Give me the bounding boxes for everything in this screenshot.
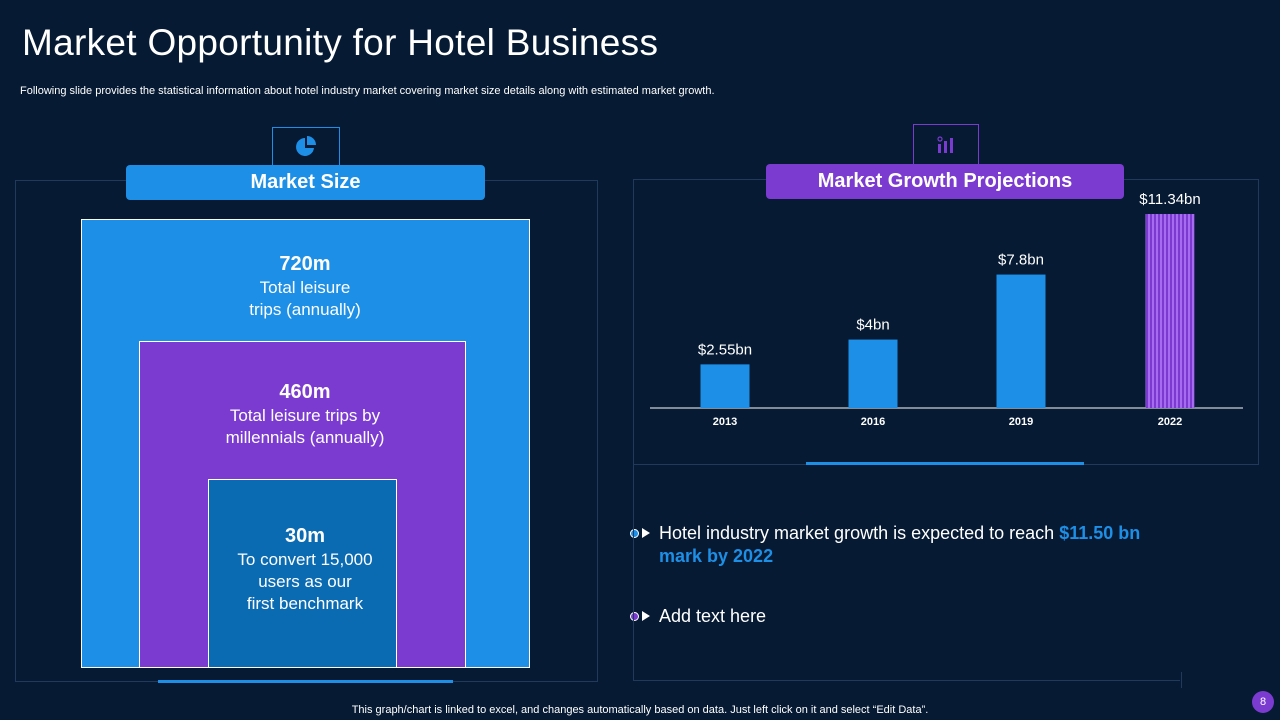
bullet-1-highlight: $11.50 bn mark by 2022 — [659, 523, 1141, 566]
bar-2019 — [996, 274, 1046, 408]
page-number: 8 — [1252, 691, 1274, 713]
bullet-1: Hotel industry market growth is expected… — [630, 522, 1150, 568]
outer-box-label-line2: trips (annually) — [249, 300, 361, 319]
middle-box-label-line2: millennials (annually) — [225, 428, 385, 447]
outer-box-text: 720m Total leisure trips (annually) — [180, 251, 430, 321]
market-growth-chart: $2.55bn 2013 $4bn 2016 $7.8bn 2019 $11.34bn 202… — [650, 191, 1243, 428]
bullet-1-dot — [630, 529, 639, 538]
bar-2022 — [1145, 214, 1195, 408]
bar-2013 — [700, 364, 750, 408]
page-subtitle: Following slide provides the statistical… — [20, 85, 715, 97]
notes-panel-bottom-border — [633, 680, 1180, 681]
data-label-2016: $4bn — [856, 317, 889, 334]
market-growth-heading: Market Growth Projections — [766, 164, 1124, 199]
outer-box-label-line1: Total leisure — [259, 278, 351, 297]
bullet-1-text: Hotel industry market growth is expected… — [659, 522, 1149, 568]
notes-panel-end-mark — [1181, 672, 1182, 688]
tick-label-2022: 2022 — [1158, 416, 1182, 428]
notes-panel-left-border — [633, 463, 634, 681]
inner-box-value: 30m — [284, 525, 326, 547]
market-growth-underline — [806, 462, 1084, 465]
tick-label-2016: 2016 — [861, 416, 885, 428]
data-label-2022: $11.34bn — [1139, 191, 1200, 208]
market-growth-icon-box — [913, 124, 979, 166]
page-title: Market Opportunity for Hotel Business — [22, 22, 659, 63]
bar-2016 — [848, 339, 898, 408]
middle-box-text: 460m Total leisure trips by millennials … — [180, 379, 430, 449]
bullet-1-arrow-icon — [642, 528, 650, 538]
data-label-2013: $2.55bn — [698, 341, 752, 358]
middle-box-label-line1: Total leisure trips by — [229, 406, 381, 425]
footer-note: This graph/chart is linked to excel, and… — [351, 704, 929, 716]
bullet-1-plain: Hotel industry market growth is expected… — [659, 523, 1060, 543]
inner-box — [208, 479, 397, 668]
outer-box-value: 720m — [279, 253, 331, 275]
bullet-2: Add text here — [630, 605, 1150, 628]
market-size-underline — [158, 680, 453, 683]
bullet-2-text: Add text here — [659, 606, 767, 626]
inner-box-label-line2: users as our — [258, 572, 352, 591]
inner-box-text: 30m To convert 15,000 users as our first… — [205, 523, 405, 615]
bullet-2-dot — [630, 612, 639, 621]
market-size-icon-box — [272, 127, 340, 167]
pie-chart-icon — [296, 136, 316, 156]
data-label-2019: $7.8bn — [998, 252, 1044, 269]
bar-chart-icon — [937, 136, 953, 153]
inner-box-label-line3: first benchmark — [246, 594, 364, 613]
tick-label-2019: 2019 — [1009, 416, 1033, 428]
market-size-heading: Market Size — [126, 165, 485, 200]
tick-label-2013: 2013 — [713, 416, 737, 428]
bullet-2-arrow-icon — [642, 611, 650, 621]
inner-box-label-line1: To convert 15,000 — [237, 550, 373, 569]
middle-box-value: 460m — [279, 381, 331, 403]
